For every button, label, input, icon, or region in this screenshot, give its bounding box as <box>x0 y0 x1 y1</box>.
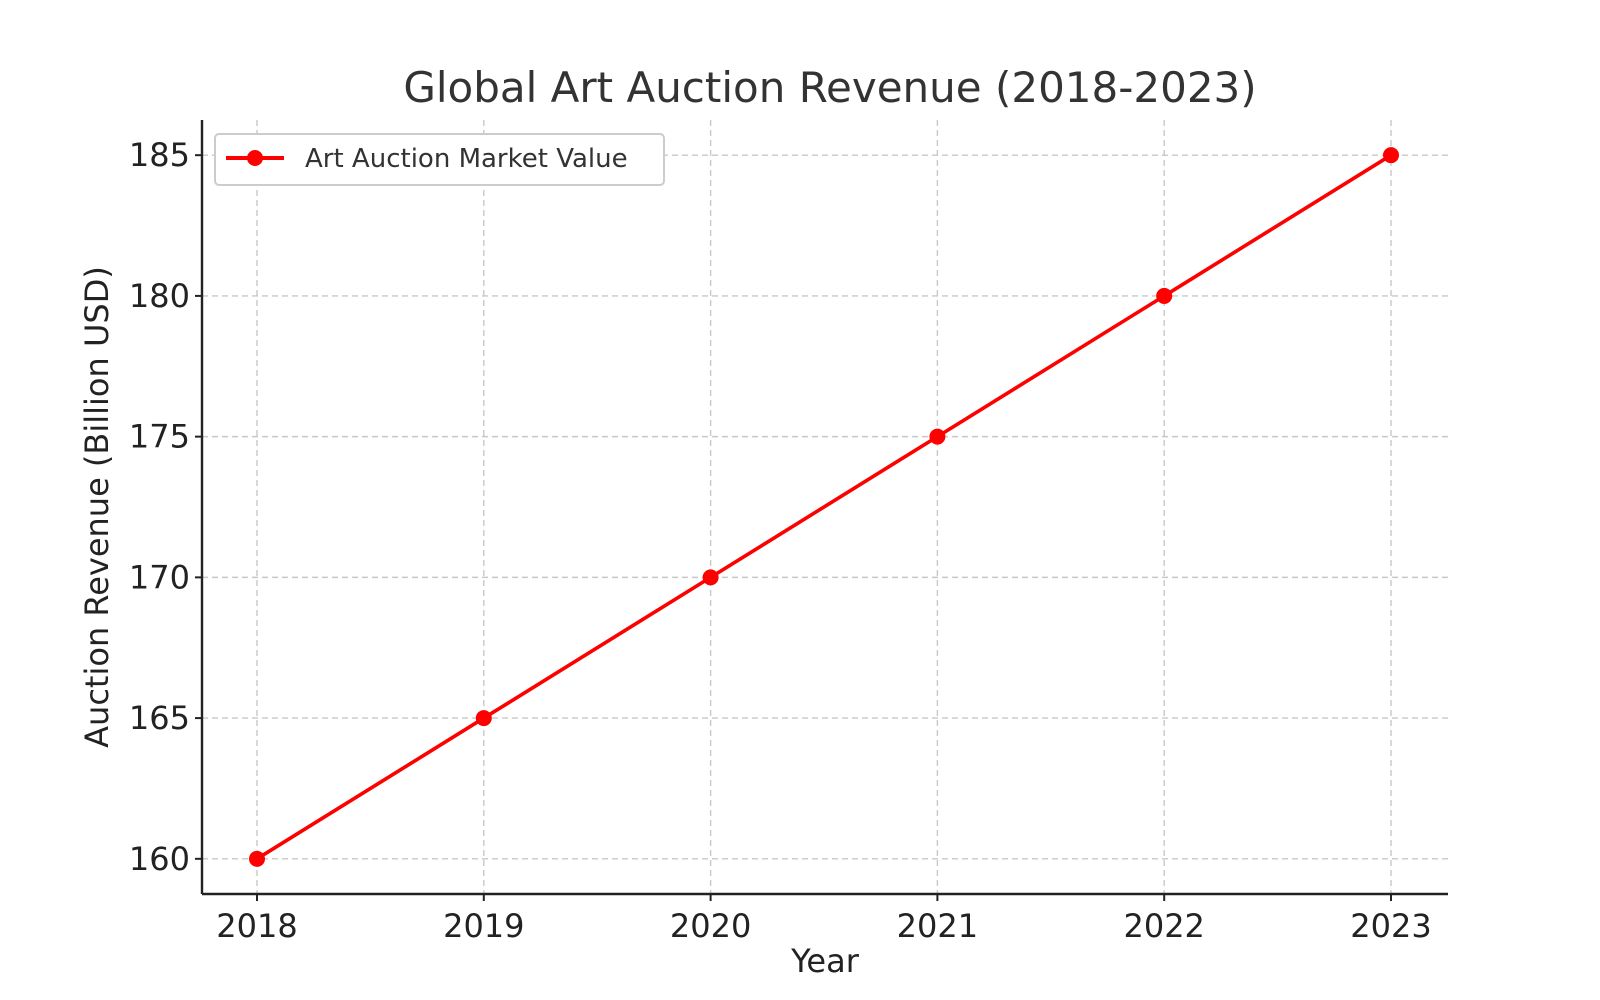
x-axis-label: Year <box>790 942 860 980</box>
grid <box>202 120 1448 894</box>
data-point-2020 <box>702 569 719 586</box>
x-tick-label-2020: 2020 <box>670 907 751 945</box>
x-tick-label-2021: 2021 <box>897 907 978 945</box>
data-point-2018 <box>249 850 265 867</box>
data-point-2019 <box>475 710 492 727</box>
ticks: 2018 2019 2020 2021 2022 2023 160 165 170 175 180 1… <box>129 136 1432 945</box>
x-tick-label-2022: 2022 <box>1123 907 1204 945</box>
y-tick-label-180: 180 <box>129 277 190 315</box>
axes <box>200 120 1448 896</box>
chart-title: Global Art Auction Revenue (2018-2023) <box>403 63 1256 112</box>
legend-label: Art Auction Market Value <box>305 144 628 174</box>
legend: Art Auction Market Value <box>214 133 665 186</box>
y-tick-label-170: 170 <box>129 558 190 596</box>
legend-marker-swatch <box>247 150 263 166</box>
series <box>249 147 1399 867</box>
y-tick-label-175: 175 <box>129 418 190 456</box>
y-axis-label: Auction Revenue (Billion USD) <box>78 266 116 748</box>
series-line-0 <box>255 153 1393 861</box>
y-tick-label-160: 160 <box>129 840 190 878</box>
x-tick-label-2018: 2018 <box>216 907 297 945</box>
data-point-2021 <box>929 428 946 445</box>
data-point-2022 <box>1156 287 1173 304</box>
x-tick-label-2019: 2019 <box>443 907 524 945</box>
data-point-2023 <box>1383 147 1399 164</box>
legend-box <box>214 133 665 186</box>
y-tick-label-165: 165 <box>129 699 190 737</box>
x-tick-label-2023: 2023 <box>1350 907 1431 945</box>
y-tick-label-185: 185 <box>129 136 190 174</box>
